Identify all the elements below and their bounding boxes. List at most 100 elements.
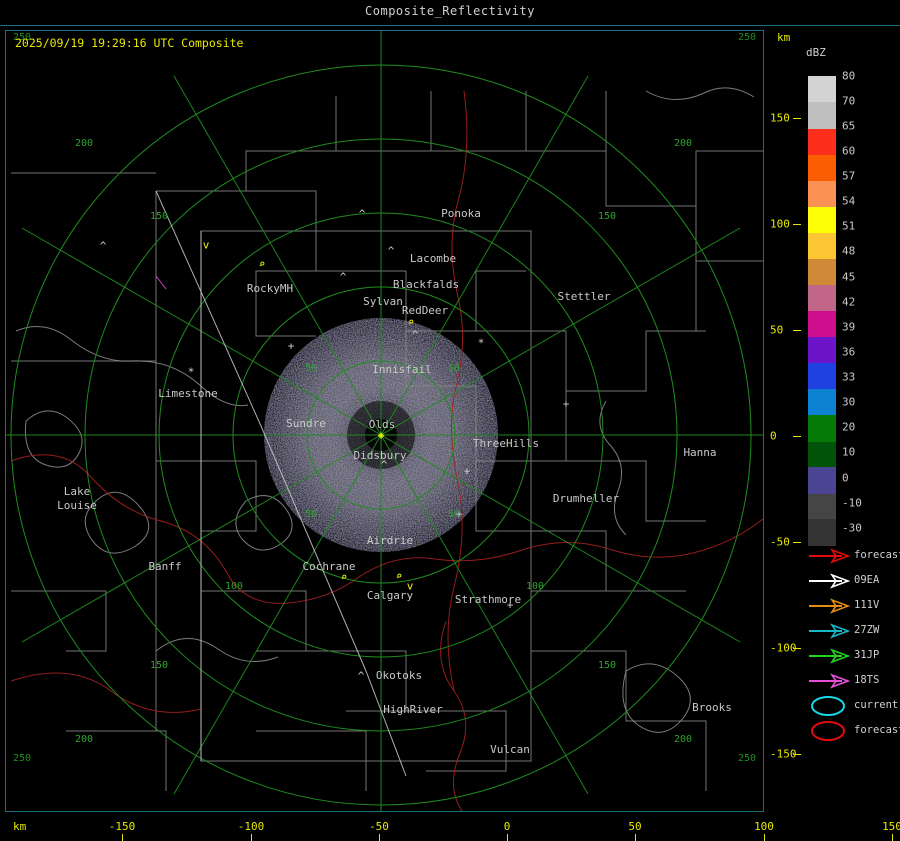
range-corner-label: 250: [13, 32, 32, 43]
city-label: Innisfail: [372, 363, 432, 376]
colorbar-tick-label: 20: [842, 420, 856, 434]
colorbar-swatch[interactable]: [808, 441, 836, 468]
legend-item[interactable]: 09EA: [806, 570, 900, 595]
y-axis-tick-mark: [793, 118, 801, 119]
y-axis-tick-mark: [793, 224, 801, 225]
track-arrow-icon: [809, 623, 850, 639]
colorbar-swatch[interactable]: [808, 258, 836, 286]
y-axis-tick-label: 150: [770, 111, 790, 125]
radar-map-graphics: [6, 31, 763, 811]
range-ring-label: 150: [149, 211, 169, 222]
colorbar-swatch[interactable]: [808, 467, 836, 494]
colorbar-tick-label: 42: [842, 295, 856, 309]
range-ring-label: 200: [673, 734, 693, 745]
legend-item-label: forecast: [854, 549, 900, 561]
city-label: RockyMH: [246, 282, 294, 295]
track-legend: forecast 09EA 111V 27ZW 31JP 18TS current forec…: [806, 545, 900, 745]
city-label: Limestone: [158, 387, 218, 400]
city-label: Strathmore: [454, 593, 522, 606]
colorbar-swatch[interactable]: [808, 493, 836, 520]
legend-item-label: 111V: [854, 599, 880, 611]
legend-item-label: 27ZW: [854, 624, 880, 636]
station-plot-marker: *: [477, 336, 485, 350]
range-corner-label: 250: [738, 32, 757, 43]
timestamp-label: 2025/09/19 19:29:16 UTC Composite: [15, 36, 244, 50]
y-axis-tick-mark: [793, 648, 801, 649]
city-label: Blackfalds: [392, 278, 460, 291]
colorbar-swatch[interactable]: [808, 102, 836, 129]
x-axis-tick-label: 50: [628, 820, 642, 833]
range-ring-label: 100: [224, 581, 244, 592]
colorbar-tick-label: 57: [842, 169, 856, 183]
colorbar-swatch[interactable]: [808, 285, 836, 311]
colorbar-swatch[interactable]: [808, 310, 836, 338]
city-label: Okotoks: [375, 669, 423, 682]
colorbar-swatch[interactable]: [808, 76, 836, 103]
city-label: Calgary: [366, 589, 414, 602]
legend-item[interactable]: 27ZW: [806, 620, 900, 645]
city-label: Didsbury: [353, 449, 407, 462]
colorbar-swatch[interactable]: [808, 337, 836, 364]
colorbar-swatch[interactable]: [808, 206, 836, 234]
station-plot-marker: ^: [357, 669, 365, 683]
y-axis-tick-label: 100: [770, 217, 790, 231]
city-label: Airdrie: [366, 534, 414, 547]
range-ring-label: 150: [597, 211, 617, 222]
colorbar-tick-label: 70: [842, 94, 856, 108]
range-ring-label: 200: [74, 138, 94, 149]
legend-item[interactable]: current: [806, 695, 900, 720]
airport-marker: ⌕: [340, 570, 348, 584]
x-axis-tick-label: 100: [754, 820, 774, 833]
legend-item[interactable]: 18TS: [806, 670, 900, 695]
x-axis-tick-label: 150: [882, 820, 900, 833]
colorbar-swatch[interactable]: [808, 233, 836, 259]
colorbar-swatch[interactable]: [808, 363, 836, 390]
station-plot-marker: *: [187, 365, 195, 379]
legend-item[interactable]: 31JP: [806, 645, 900, 670]
legend-item-label: forecast: [854, 724, 900, 736]
y-axis-tick-label: -50: [770, 535, 790, 549]
colorbar-tick-label: 10: [842, 445, 856, 459]
y-axis-tick-mark: [793, 436, 801, 437]
colorbar-tick-label: -10: [842, 496, 862, 510]
y-axis: km 150 100 50 0 -50 -100 -150: [764, 30, 808, 812]
radar-site-marker: ◈: [377, 428, 385, 442]
colorbar-swatch[interactable]: [808, 519, 836, 546]
city-label: Cochrane: [302, 560, 356, 573]
city-label: Stettler: [557, 290, 611, 303]
y-axis-tick-label: 0: [770, 429, 777, 443]
colorbar-swatch[interactable]: [808, 415, 836, 442]
colorbar-tick-label: -30: [842, 521, 862, 535]
station-plot-marker: +: [463, 464, 471, 478]
colorbar-tick-label: 51: [842, 219, 856, 233]
legend-item-label: 18TS: [854, 674, 880, 686]
airport-marker: ⌕: [407, 315, 415, 329]
colorbar-tick-label: 45: [842, 270, 856, 284]
station-plot-marker: ^: [99, 239, 107, 253]
legend-item[interactable]: forecast: [806, 720, 900, 745]
station-plot-marker: +: [562, 397, 570, 411]
legend-item[interactable]: 111V: [806, 595, 900, 620]
range-ring-label: 200: [673, 138, 693, 149]
colorbar-swatch[interactable]: [808, 154, 836, 181]
colorbar-swatch[interactable]: [808, 180, 836, 207]
radar-plot[interactable]: 2025/09/19 19:29:16 UTC Composite 250 250…: [5, 30, 764, 812]
colorbar[interactable]: [808, 76, 836, 546]
city-label: Sundre: [286, 417, 326, 430]
colorbar-title: dBZ: [806, 46, 826, 59]
city-label: Ponoka: [441, 207, 481, 220]
title-bar: Composite_Reflectivity: [0, 0, 900, 27]
range-ring-label: 150: [149, 660, 169, 671]
y-axis-tick-label: 50: [770, 323, 784, 337]
legend-item-label: current: [854, 699, 899, 711]
colorbar-tick-label: 54: [842, 194, 856, 208]
x-axis-tick-label: -150: [108, 820, 136, 833]
colorbar-swatch[interactable]: [808, 389, 836, 416]
storm-ellipse-icon: [811, 721, 845, 741]
legend-item[interactable]: forecast: [806, 545, 900, 570]
station-plot-marker: v: [406, 579, 414, 593]
station-plot-marker: v: [202, 238, 210, 252]
range-ring-label: 50: [304, 509, 318, 520]
station-plot-marker: ^: [387, 244, 395, 258]
colorbar-swatch[interactable]: [808, 128, 836, 155]
